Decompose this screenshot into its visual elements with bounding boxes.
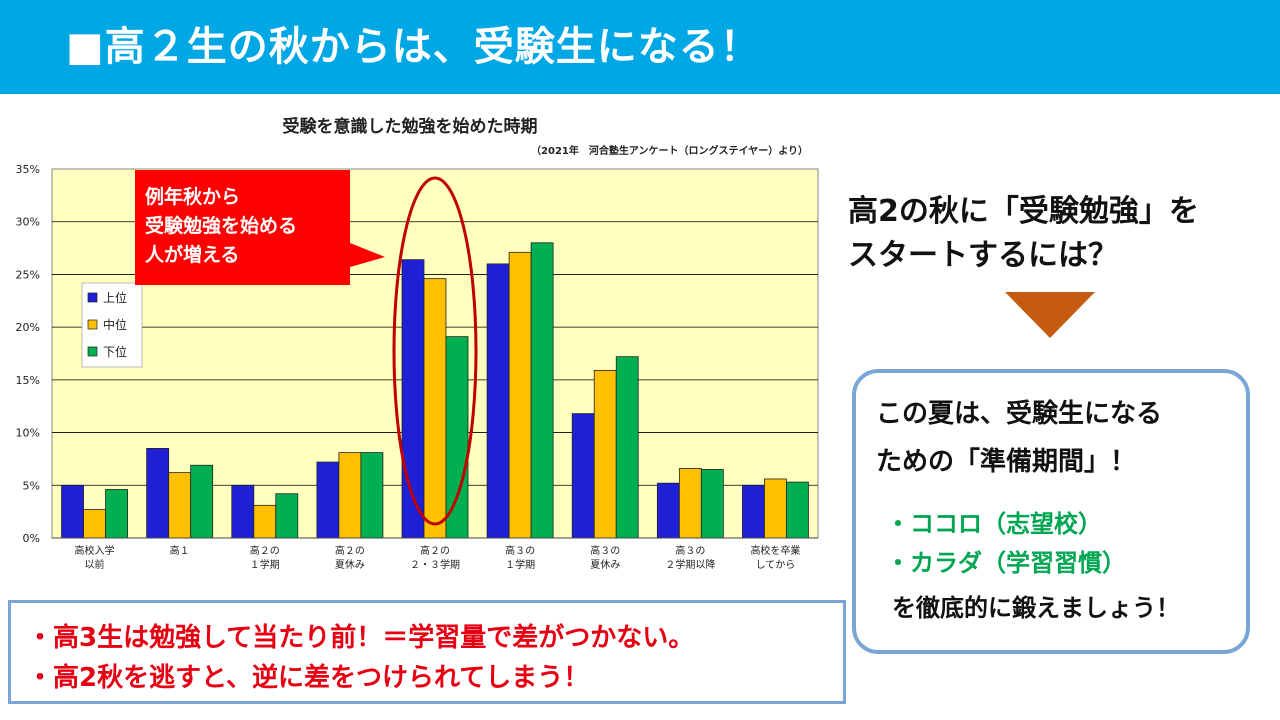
x-tick-label: 高校を卒業 bbox=[750, 544, 800, 557]
chart-title: 受験を意識した勉強を始めた時期 bbox=[282, 117, 538, 137]
y-tick-label: 35% bbox=[16, 163, 40, 176]
bar-下位 bbox=[615, 356, 639, 539]
bar-下位 bbox=[786, 481, 809, 539]
bar-下位 bbox=[190, 464, 214, 539]
bullet-karada: ・カラダ（学習習慣） bbox=[886, 549, 1126, 577]
bar-上位 bbox=[486, 263, 510, 539]
bar-下位 bbox=[360, 452, 384, 539]
bar-中位 bbox=[83, 509, 106, 539]
y-tick-label: 5% bbox=[23, 479, 40, 492]
bar-上位 bbox=[656, 482, 680, 539]
x-tick-label: ２・３学期 bbox=[410, 558, 460, 571]
bottom-line-2: ・高2秋を逃すと、逆に差をつけられてしまう！ bbox=[27, 663, 590, 693]
bar-上位 bbox=[316, 461, 340, 539]
bar-下位 bbox=[530, 242, 554, 539]
bar-中位 bbox=[338, 452, 362, 539]
y-tick-label: 25% bbox=[16, 268, 40, 281]
box-closing: を徹底的に鍛えましょう！ bbox=[892, 594, 1180, 622]
box-line-1: この夏は、受験生になる bbox=[876, 399, 1163, 429]
x-tick-label: 高校入学 bbox=[75, 544, 115, 557]
bottom-note-box: ・高3生は勉強して当たり前！＝学習量で差がつかない。 ・高2秋を逃すと、逆に差を… bbox=[8, 600, 846, 704]
y-tick-label: 0% bbox=[23, 532, 40, 545]
x-tick-label: １学期 bbox=[505, 558, 535, 571]
bottom-line-1: ・高3生は勉強して当たり前！＝学習量で差がつかない。 bbox=[27, 623, 695, 653]
down-arrow-icon bbox=[1005, 292, 1095, 338]
x-tick-label: 夏休み bbox=[590, 559, 620, 571]
callout-text: 例年秋から bbox=[145, 185, 240, 208]
x-tick-label: 高２の bbox=[335, 544, 365, 557]
legend-swatch bbox=[87, 319, 98, 330]
x-tick-label: 高１ bbox=[170, 544, 190, 557]
chart-source: （2021年 河合塾生アンケート（ロングステイヤー）より） bbox=[531, 146, 808, 157]
header-banner: ■高２生の秋からは、受験生になる！ bbox=[0, 0, 1280, 94]
bar-上位 bbox=[742, 484, 765, 539]
x-tick-label: 以前 bbox=[85, 558, 105, 571]
bar-下位 bbox=[445, 336, 469, 539]
x-tick-label: １学期 bbox=[250, 558, 280, 571]
bar-中位 bbox=[508, 251, 532, 539]
x-tick-label: 高２の bbox=[420, 544, 450, 557]
question-text: 高2の秋に「受験勉強」を スタートするには？ bbox=[848, 190, 1199, 278]
x-tick-label: 高３の bbox=[590, 544, 620, 557]
bullet-kokoro: ・ココロ（志望校） bbox=[886, 510, 1102, 538]
x-tick-label: 高３の bbox=[675, 544, 705, 557]
legend-swatch bbox=[87, 292, 98, 303]
bar-上位 bbox=[61, 484, 84, 539]
bar-中位 bbox=[253, 504, 277, 539]
box-line-2: ための「準備期間」！ bbox=[876, 447, 1137, 477]
callout-text: 受験勉強を始める bbox=[145, 214, 297, 237]
x-tick-label: 高３の bbox=[505, 544, 535, 557]
x-tick-label: 夏休み bbox=[335, 559, 365, 571]
legend-label: 中位 bbox=[103, 317, 127, 332]
bar-上位 bbox=[571, 413, 595, 539]
bar-中位 bbox=[678, 468, 702, 539]
bar-上位 bbox=[146, 447, 170, 539]
y-tick-label: 15% bbox=[16, 374, 40, 387]
summer-preparation-box: この夏は、受験生になる ための「準備期間」！ ・ココロ（志望校） ・カラダ（学習… bbox=[852, 369, 1250, 654]
bar-中位 bbox=[423, 278, 447, 539]
callout-bubble bbox=[135, 170, 385, 285]
legend-label: 下位 bbox=[103, 344, 127, 359]
y-tick-label: 30% bbox=[16, 216, 40, 229]
question-line-2: スタートするには？ bbox=[848, 238, 1118, 273]
bar-下位 bbox=[105, 489, 128, 539]
bar-下位 bbox=[700, 469, 724, 539]
question-line-1: 高2の秋に「受験勉強」を bbox=[848, 194, 1199, 229]
legend-label: 上位 bbox=[103, 290, 127, 305]
bar-中位 bbox=[168, 472, 192, 539]
bar-中位 bbox=[593, 369, 617, 539]
callout-text: 人が増える bbox=[145, 243, 239, 266]
highlight-ellipse bbox=[392, 176, 478, 526]
bar-下位 bbox=[275, 493, 299, 539]
legend-swatch bbox=[87, 346, 98, 357]
bar-上位 bbox=[231, 484, 255, 539]
x-tick-label: ２学期以降 bbox=[665, 558, 715, 571]
y-tick-label: 20% bbox=[16, 321, 40, 334]
y-tick-label: 10% bbox=[16, 427, 40, 440]
x-tick-label: してから bbox=[756, 559, 796, 571]
x-tick-label: 高２の bbox=[250, 544, 280, 557]
bar-中位 bbox=[764, 478, 787, 539]
page-title: ■高２生の秋からは、受験生になる！ bbox=[66, 24, 761, 70]
